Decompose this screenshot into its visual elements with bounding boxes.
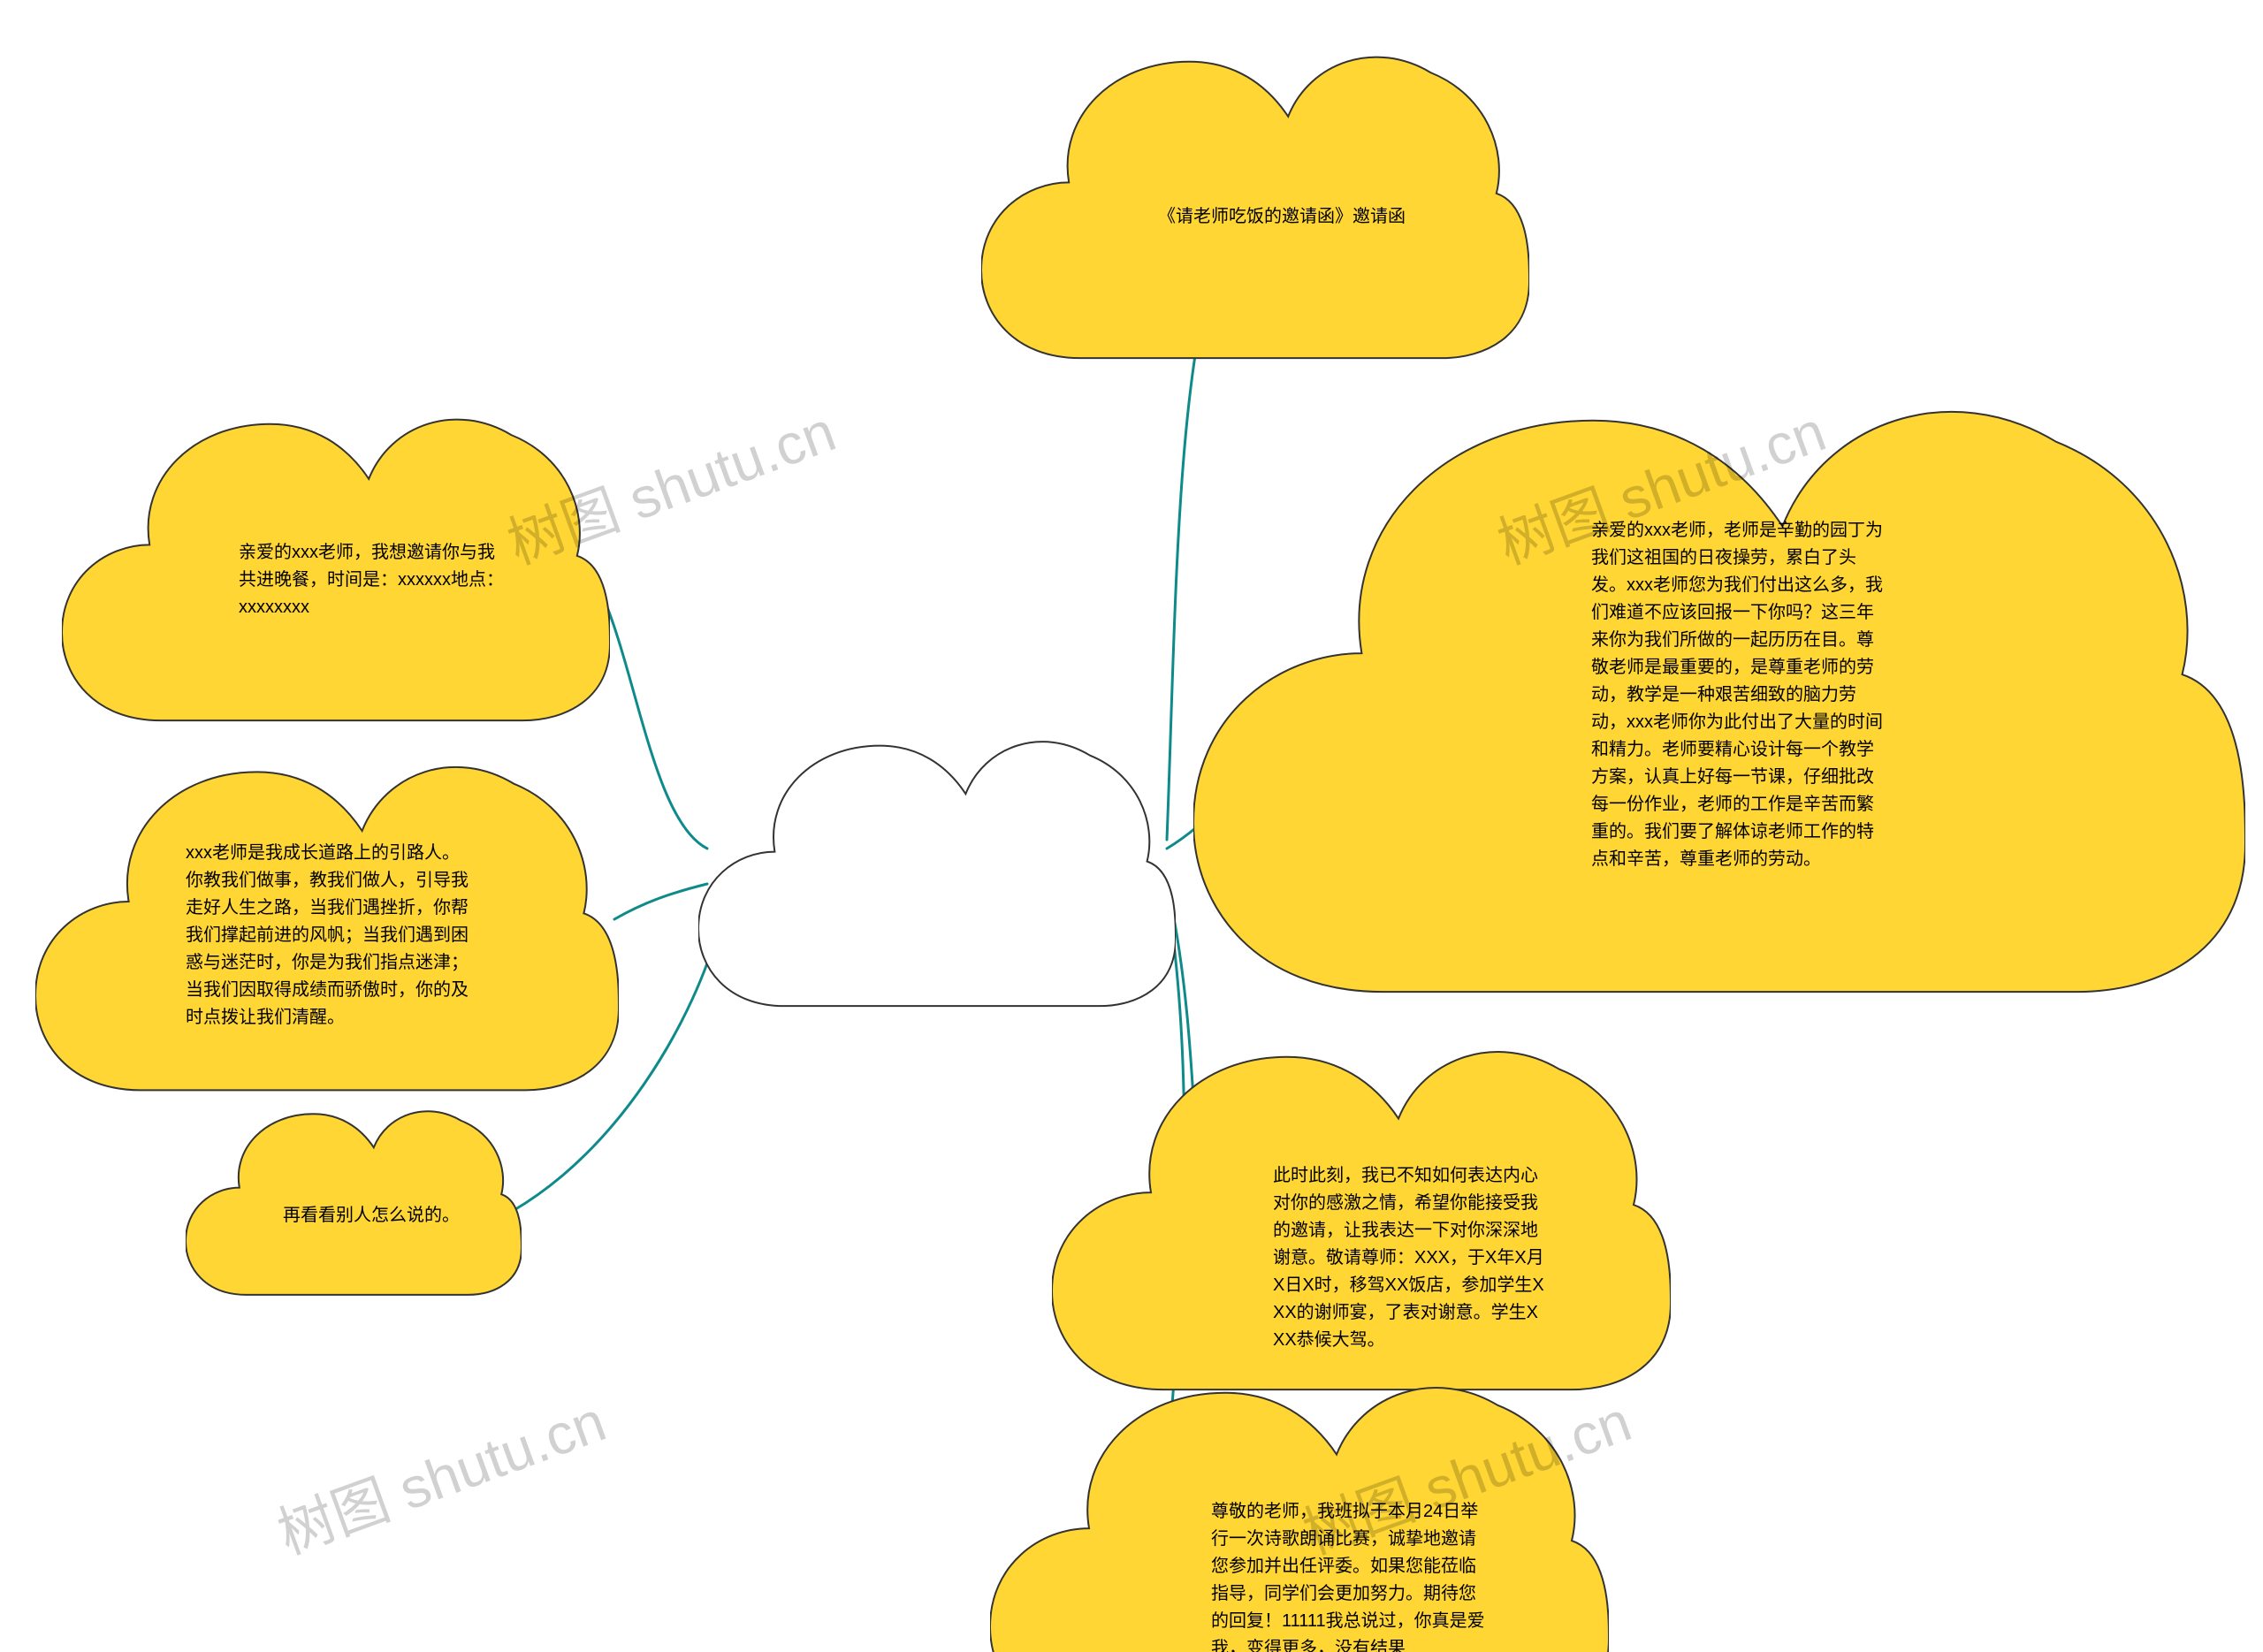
- node-right-1: 《请老师吃饭的邀请函》邀请函: [981, 18, 1529, 380]
- node-left-2: xxx老师是我成长道路上的引路人。你教我们做事，教我们做人，引导我走好人生之路，…: [35, 725, 619, 1114]
- node-left-3: 再看看别人怎么说的。: [186, 1087, 522, 1308]
- node-right-1-text: 《请老师吃饭的邀请函》邀请函: [1158, 203, 1414, 231]
- node-left-1-text: 亲爱的xxx老师，我想邀请你与我共进晚餐，时间是：xxxxxx地点：xxxxxx…: [239, 539, 504, 621]
- center-node: [698, 707, 1176, 1025]
- node-right-2: 亲爱的xxx老师，老师是辛勤的园丁为我们这祖国的日夜操劳，累白了头发。xxx老师…: [1193, 336, 2245, 1034]
- node-left-1: 亲爱的xxx老师，我想邀请你与我共进晚餐，时间是：xxxxxx地点：xxxxxx…: [62, 380, 610, 742]
- node-left-2-text: xxx老师是我成长道路上的引路人。你教我们做事，教我们做人，引导我走好人生之路，…: [186, 840, 469, 1032]
- node-right-2-text: 亲爱的xxx老师，老师是辛勤的园丁为我们这祖国的日夜操劳，累白了头发。xxx老师…: [1591, 517, 1883, 873]
- node-left-3-text: 再看看别人怎么说的。: [283, 1202, 460, 1229]
- node-right-3-text: 此时此刻，我已不知如何表达内心对你的感激之情，希望你能接受我的邀请，让我表达一下…: [1273, 1162, 1547, 1354]
- diagram-stage: 亲爱的xxx老师，我想邀请你与我共进晚餐，时间是：xxxxxx地点：xxxxxx…: [0, 0, 2263, 1652]
- node-right-4: 尊敬的老师，我班拟于本月24日举行一次诗歌朗诵比赛，诚挚地邀请您参加并出任评委。…: [990, 1344, 1609, 1652]
- node-right-4-text: 尊敬的老师，我班拟于本月24日举行一次诗歌朗诵比赛，诚挚地邀请您参加并出任评委。…: [1211, 1498, 1485, 1652]
- watermark: 树图 shutu.cn: [265, 1376, 615, 1570]
